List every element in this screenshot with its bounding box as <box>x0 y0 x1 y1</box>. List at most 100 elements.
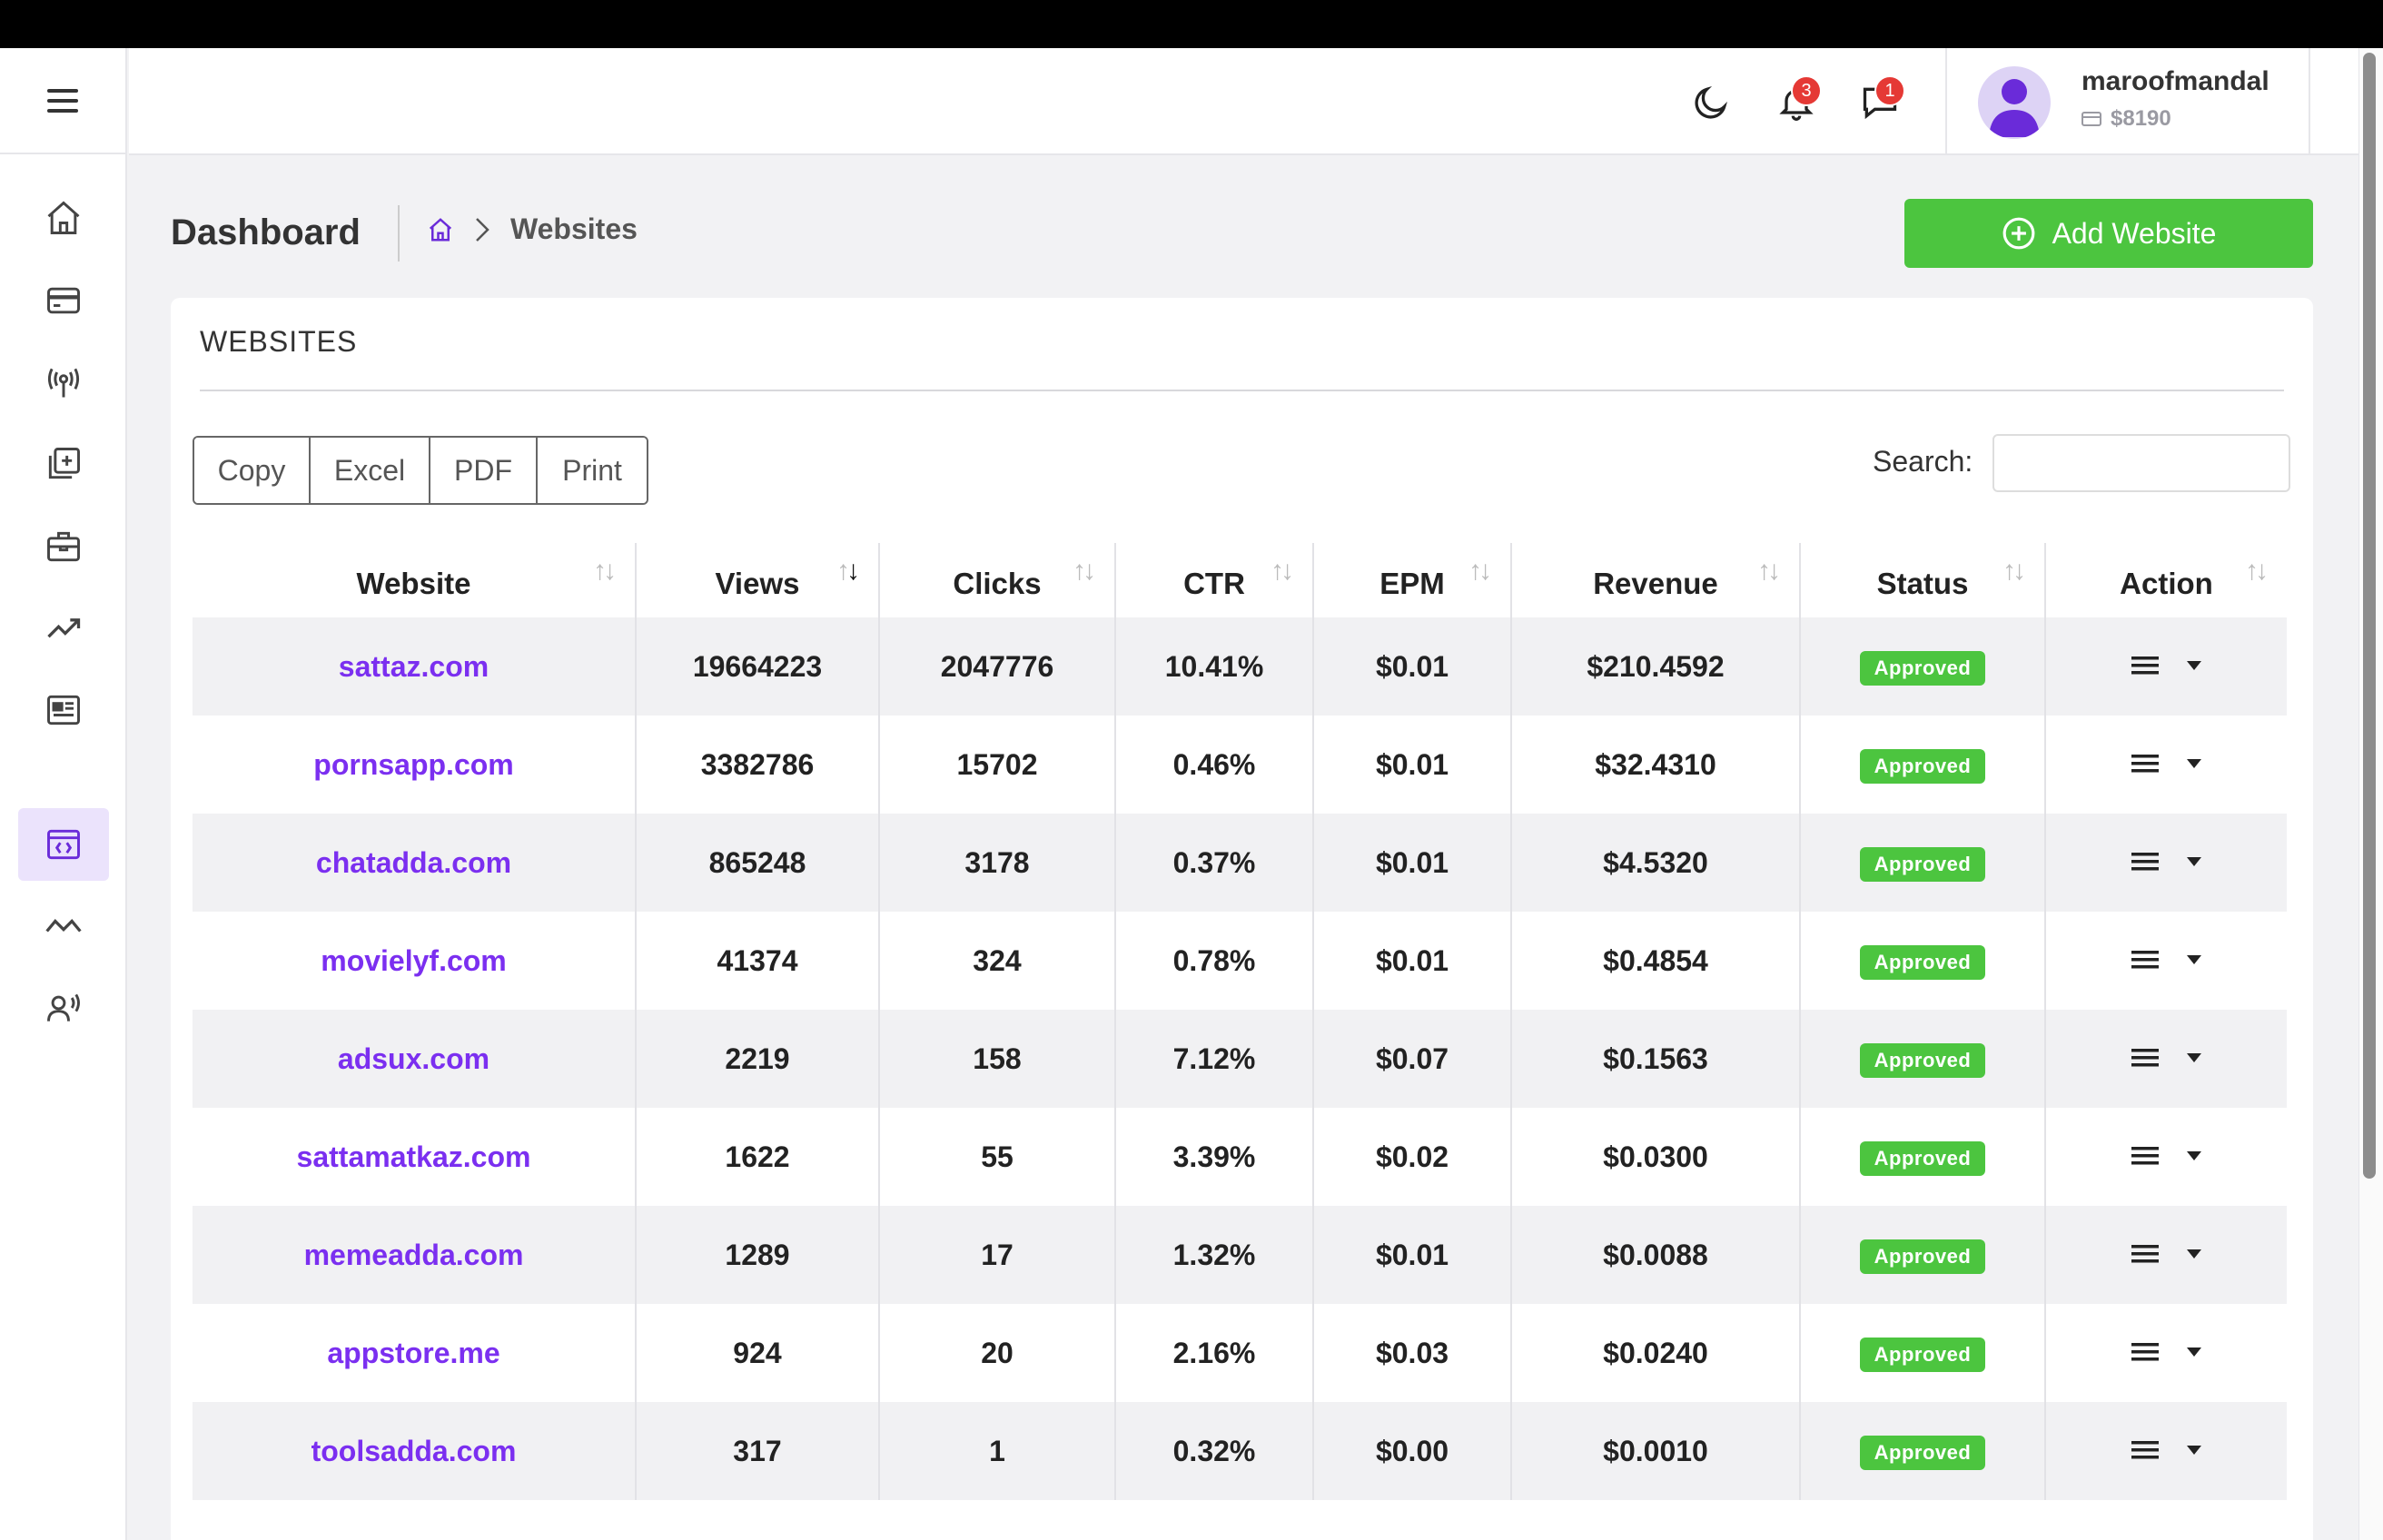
sidebar-item-websites[interactable] <box>18 808 109 881</box>
status-badge: Approved <box>1859 748 1986 784</box>
column-header-revenue[interactable]: Revenue ↑↓ <box>1511 543 1801 617</box>
status-badge: Approved <box>1859 1042 1986 1078</box>
site-link[interactable]: sattamatkaz.com <box>193 1108 637 1206</box>
sidebar-item-home[interactable] <box>18 182 109 254</box>
copy-button[interactable]: Copy <box>194 438 311 503</box>
revenue-cell: $0.0010 <box>1511 1402 1801 1500</box>
export-button-group: Copy Excel PDF Print <box>193 436 648 505</box>
status-cell: Approved <box>1800 1108 2046 1206</box>
revenue-cell: $0.0300 <box>1511 1108 1801 1206</box>
action-menu-button[interactable] <box>2131 655 2202 676</box>
epm-cell: $0.01 <box>1313 617 1512 716</box>
users-voice-icon <box>47 993 80 1022</box>
hamburger-icon <box>2131 950 2159 968</box>
sidebar-item-activity[interactable] <box>18 890 109 962</box>
status-cell: Approved <box>1800 617 2046 716</box>
site-link[interactable]: sattaz.com <box>193 617 637 716</box>
site-link[interactable]: toolsadda.com <box>193 1402 637 1500</box>
action-cell <box>2045 814 2287 912</box>
home-icon[interactable] <box>427 216 454 243</box>
site-link[interactable]: chatadda.com <box>193 814 637 912</box>
hamburger-icon <box>2131 656 2159 674</box>
column-header-ctr[interactable]: CTR ↑↓ <box>1115 543 1314 617</box>
page-title: Dashboard <box>171 212 361 252</box>
pdf-button[interactable]: PDF <box>430 438 538 503</box>
epm-cell: $0.01 <box>1313 716 1512 814</box>
ctr-cell: 3.39% <box>1115 1108 1314 1206</box>
action-menu-button[interactable] <box>2131 1341 2202 1363</box>
search-input[interactable] <box>1992 434 2290 492</box>
sort-icon: ↑↓ <box>1073 556 1096 586</box>
column-header-views[interactable]: Views ↑↓ <box>636 543 880 617</box>
sort-icon: ↑↓ <box>2245 556 2269 586</box>
activity-icon <box>45 919 82 933</box>
sidebar-item-add[interactable] <box>18 428 109 500</box>
action-cell <box>2045 1108 2287 1206</box>
sidebar-item-jobs[interactable] <box>18 510 109 583</box>
balance-value: $8190 <box>2111 106 2171 131</box>
action-menu-button[interactable] <box>2131 949 2202 971</box>
column-header-status[interactable]: Status ↑↓ <box>1800 543 2046 617</box>
action-menu-button[interactable] <box>2131 1439 2202 1461</box>
column-header-website[interactable]: Website ↑↓ <box>193 543 637 617</box>
action-menu-button[interactable] <box>2131 1145 2202 1167</box>
add-website-label: Add Website <box>2052 216 2217 250</box>
newspaper-icon <box>47 695 80 726</box>
status-cell: Approved <box>1800 716 2046 814</box>
column-header-epm[interactable]: EPM ↑↓ <box>1313 543 1512 617</box>
views-cell: 1289 <box>636 1206 880 1304</box>
table-row: movielyf.com 41374 324 0.78% $0.01 $0.4854 App… <box>193 912 2287 1010</box>
sidebar-item-stats[interactable] <box>18 592 109 665</box>
table-row: adsux.com 2219 158 7.12% $0.07 $0.1563 Approve… <box>193 1010 2287 1108</box>
print-button[interactable]: Print <box>538 438 647 503</box>
revenue-cell: $0.4854 <box>1511 912 1801 1010</box>
table-header-row: Website ↑↓ Views ↑↓ Clicks ↑↓ CTR ↑↓ EPM ↑↓ R… <box>193 543 2287 617</box>
ctr-cell: 0.32% <box>1115 1402 1314 1500</box>
sort-icon: ↑↓ <box>2002 556 2026 586</box>
clicks-cell: 158 <box>879 1010 1116 1108</box>
credit-card-icon <box>47 287 80 314</box>
column-header-clicks[interactable]: Clicks ↑↓ <box>879 543 1116 617</box>
action-menu-button[interactable] <box>2131 753 2202 775</box>
clicks-cell: 55 <box>879 1108 1116 1206</box>
theme-toggle-button[interactable] <box>1684 75 1738 130</box>
scrollbar-thumb[interactable] <box>2363 53 2376 1179</box>
ctr-cell: 1.32% <box>1115 1206 1314 1304</box>
revenue-cell: $210.4592 <box>1511 617 1801 716</box>
clicks-cell: 15702 <box>879 716 1116 814</box>
revenue-cell: $4.5320 <box>1511 814 1801 912</box>
hamburger-icon <box>2131 754 2159 772</box>
site-link[interactable]: memeadda.com <box>193 1206 637 1304</box>
user-menu[interactable]: maroofmandal $8190 <box>1945 48 2310 155</box>
briefcase-icon <box>47 531 80 562</box>
sidebar-item-broadcast[interactable] <box>18 346 109 419</box>
add-website-button[interactable]: Add Website <box>1904 199 2313 268</box>
top-header: 3 1 maroofmandal $8190 <box>129 48 2358 155</box>
status-badge: Approved <box>1859 1435 1986 1470</box>
menu-toggle-button[interactable] <box>0 48 125 154</box>
caret-down-icon <box>2186 758 2201 768</box>
action-menu-button[interactable] <box>2131 1047 2202 1069</box>
site-link[interactable]: appstore.me <box>193 1304 637 1402</box>
messages-button[interactable]: 1 <box>1853 75 1907 130</box>
column-header-action[interactable]: Action ↑↓ <box>2120 556 2269 600</box>
sort-icon: ↑↓ <box>1468 556 1492 586</box>
excel-button[interactable]: Excel <box>311 438 430 503</box>
epm-cell: $0.02 <box>1313 1108 1512 1206</box>
sidebar-item-support[interactable] <box>18 972 109 1044</box>
site-link[interactable]: movielyf.com <box>193 912 637 1010</box>
notifications-button[interactable]: 3 <box>1769 75 1824 130</box>
status-badge: Approved <box>1859 1140 1986 1176</box>
action-menu-button[interactable] <box>2131 851 2202 873</box>
action-menu-button[interactable] <box>2131 1243 2202 1265</box>
sidebar-item-news[interactable] <box>18 674 109 746</box>
breadcrumb-current: Websites <box>510 212 638 245</box>
site-link[interactable]: adsux.com <box>193 1010 637 1108</box>
site-link[interactable]: pornsapp.com <box>193 716 637 814</box>
websites-table: Website ↑↓ Views ↑↓ Clicks ↑↓ CTR ↑↓ EPM ↑↓ R… <box>193 543 2287 1500</box>
sidebar-item-payments[interactable] <box>18 264 109 337</box>
account-balance: $8190 <box>2081 106 2171 132</box>
username: maroofmandal <box>2081 66 2269 96</box>
sort-desc-icon: ↑↓ <box>836 556 860 586</box>
sort-icon: ↑↓ <box>1271 556 1294 586</box>
